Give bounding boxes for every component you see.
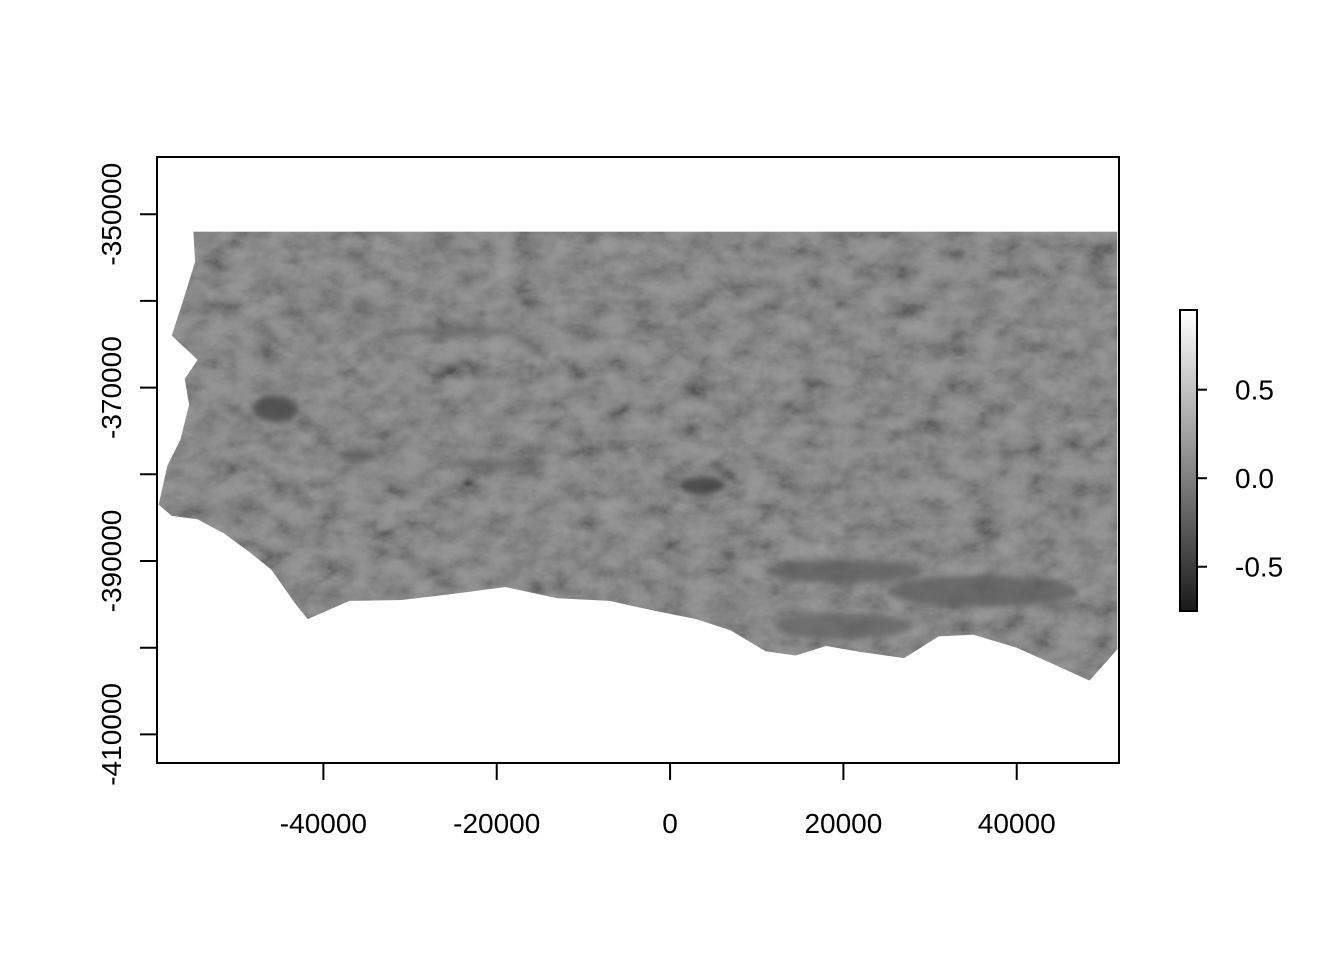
dark-feature-5 (392, 326, 515, 336)
dark-feature-7 (339, 449, 378, 462)
raster-fill (158, 231, 1118, 681)
dark-feature-0 (253, 396, 299, 423)
raster-texture (158, 231, 1118, 681)
x-tick-label: -40000 (280, 808, 367, 839)
raster-image (158, 231, 1118, 681)
y-tick-label: -410000 (96, 683, 127, 786)
y-tick-label: -390000 (96, 510, 127, 613)
dark-features (253, 326, 1078, 640)
dark-feature-2 (765, 560, 922, 583)
dark-feature-4 (774, 613, 913, 640)
dark-feature-3 (886, 575, 1078, 607)
colorbar-legend: 0.5 0.0 -0.5 (1179, 309, 1283, 612)
colorbar-tick-label: -0.5 (1235, 552, 1283, 583)
y-tick-label: -370000 (96, 336, 127, 439)
x-tick-label: -20000 (453, 808, 540, 839)
colorbar-tick-label: 0.0 (1235, 463, 1274, 494)
y-tick-label: -350000 (96, 163, 127, 266)
x-tick-label: 40000 (978, 808, 1056, 839)
x-axis: -40000 -20000 0 20000 40000 (280, 762, 1056, 839)
dark-feature-1 (679, 476, 725, 495)
x-tick-label: 20000 (804, 808, 882, 839)
colorbar-ramp (1179, 309, 1198, 612)
colorbar-tick-label: 0.5 (1235, 375, 1274, 406)
x-tick-label: 0 (662, 808, 678, 839)
y-axis: -350000 -370000 -390000 -410000 (96, 163, 158, 786)
dark-feature-6 (444, 458, 549, 470)
